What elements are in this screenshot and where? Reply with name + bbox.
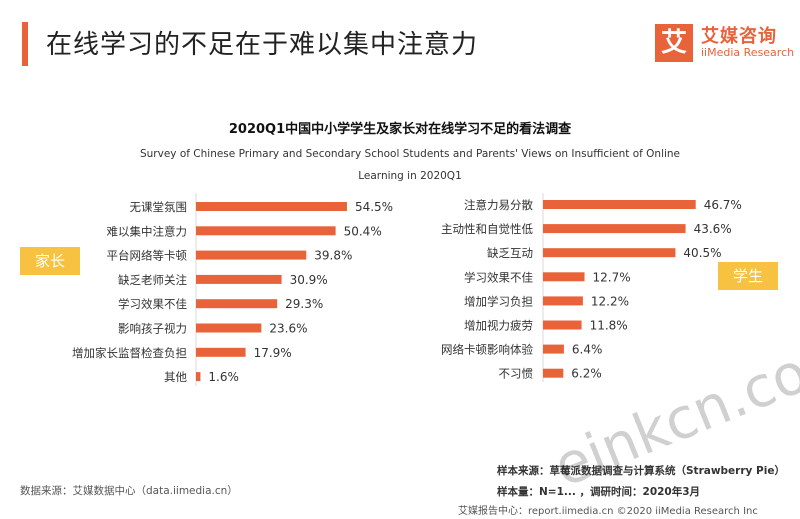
brand-logo: 艾 艾媒咨询 iiMedia Research [655,22,795,66]
brand-name-en: iiMedia Research [701,46,795,59]
value-label-0-6: 17.9% [254,346,292,360]
sample-source: 样本来源：草莓派数据调查与计算系统（Strawberry Pie） [497,465,785,477]
sample-size: 样本量：N=1... ，调研时间：2020年3月 [497,486,701,498]
value-label-0-0: 54.5% [355,200,393,214]
value-label-0-2: 39.8% [314,249,352,263]
value-label-0-4: 29.3% [285,297,323,311]
category-label-0-5: 影响孩子视力 [118,322,187,336]
chart-subtitle: Survey of Chinese Primary and Secondary … [139,148,681,182]
value-label-1-6: 6.4% [572,343,603,357]
category-label-1-6: 网络卡顿影响体验 [441,343,533,357]
brand-name-cn: 艾媒咨询 [701,26,777,47]
category-label-1-0: 注意力易分散 [464,198,533,212]
category-label-0-2: 平台网络等卡顿 [107,249,188,263]
page-title: 在线学习的不足在于难以集中注意力 [46,30,479,60]
category-label-1-3: 学习效果不佳 [464,270,533,284]
category-label-0-7: 其他 [164,370,187,384]
bar-1-3 [543,272,585,282]
value-label-1-2: 40.5% [683,246,721,260]
category-label-0-1: 难以集中注意力 [107,224,188,238]
bar-0-6 [196,347,246,357]
students-legend-tag: 学生 [718,262,778,290]
footer-copyright: 艾媒报告中心：report.iimedia.cn ©2020 iiMedia R… [458,506,758,517]
value-label-1-3: 12.7% [593,270,631,284]
value-label-0-5: 23.6% [269,322,307,336]
bar-1-5 [543,320,582,330]
bar-1-0 [543,200,696,209]
category-label-0-4: 学习效果不佳 [118,297,187,311]
bar-0-0 [196,202,347,211]
bar-1-1 [543,224,686,234]
bar-0-2 [196,250,307,260]
value-label-1-5: 11.8% [590,319,628,333]
category-label-1-7: 不习惯 [499,367,534,381]
bar-0-4 [196,299,278,309]
data-source: 数据来源：艾媒数据中心（data.iimedia.cn） [20,485,238,497]
category-label-1-5: 增加视力疲劳 [464,319,533,333]
value-label-1-1: 43.6% [694,222,732,236]
title-accent-bar [22,22,28,66]
bar-0-5 [196,323,262,333]
category-label-1-4: 增加学习负担 [464,294,533,308]
bar-1-6 [543,344,564,354]
bar-1-7 [543,368,564,378]
value-label-0-3: 30.9% [290,273,328,287]
category-label-0-3: 缺乏老师关注 [118,273,187,287]
bar-0-7 [196,372,201,382]
parents-legend-tag: 家长 [20,247,80,275]
value-label-1-0: 46.7% [704,198,742,212]
value-label-1-4: 12.2% [591,294,629,308]
bar-0-1 [196,226,336,236]
bar-0-3 [196,274,282,284]
category-label-0-0: 无课堂氛围 [130,200,188,214]
brand-logo-icon: 艾 [655,24,693,62]
value-label-1-7: 6.2% [571,367,602,381]
category-label-1-1: 主动性和自觉性低 [441,222,533,236]
category-label-0-6: 增加家长监督检查负担 [72,346,187,360]
bar-1-4 [543,296,583,306]
category-label-1-2: 缺乏互动 [487,246,533,260]
chart-title: 2020Q1中国中小学学生及家长对在线学习不足的看法调查 [228,122,572,137]
bar-1-2 [543,248,676,258]
value-label-0-1: 50.4% [344,224,382,238]
value-label-0-7: 1.6% [208,370,239,384]
